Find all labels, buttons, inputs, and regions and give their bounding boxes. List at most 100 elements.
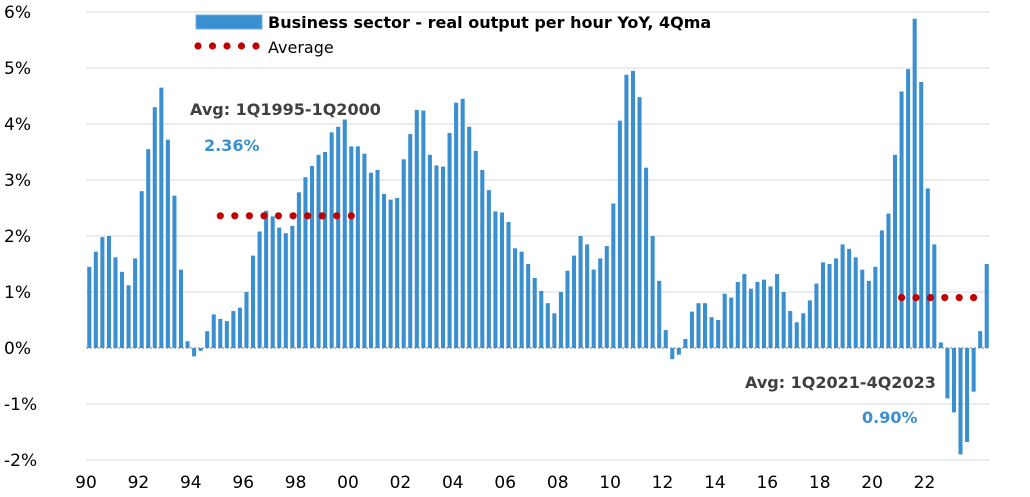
bar [814,283,819,348]
bar [486,190,491,348]
bar [408,134,413,348]
average-dot [260,212,268,220]
bar [565,270,570,348]
average-dot [216,212,224,220]
bar [336,126,341,348]
bar [971,348,976,392]
bar [965,348,970,443]
x-tick-label: 96 [232,473,254,493]
x-tick-label: 06 [494,473,516,493]
bar [224,321,229,348]
bar [519,251,524,348]
bar [93,251,98,348]
bar [906,69,911,349]
bar [742,274,747,348]
bar [87,266,92,348]
average-dot [333,212,341,220]
bar [801,313,806,348]
average-dot [926,294,935,302]
bar [185,341,190,348]
x-tick-label: 20 [861,473,883,493]
bar [650,236,655,348]
bar [277,227,282,348]
bar [873,266,878,348]
bar [283,233,288,348]
legend-label-average: Average [268,38,334,57]
x-tick-label: 94 [180,473,202,493]
x-tick-label: 12 [652,473,674,493]
bar [513,248,518,348]
bar [703,303,708,348]
bar [637,97,642,349]
bar [545,303,550,348]
bar [578,236,583,348]
bar [899,91,904,349]
bar [840,244,845,348]
bar [309,166,315,348]
bar [945,348,950,399]
legend-average-dot [223,42,231,50]
bar [100,237,105,348]
legend-average-dot [208,42,217,50]
bar [493,211,498,348]
legend-average-swatch [194,42,260,50]
average-dot [318,212,326,220]
bar [925,188,930,348]
bar [663,330,668,348]
bar [440,166,446,348]
bar [820,262,825,348]
bar [395,197,400,348]
average-dot [304,212,312,220]
legend-average-dot [194,42,202,50]
x-tick-label: 08 [547,473,569,493]
x-tick-label: 14 [704,473,726,493]
bar [709,317,714,348]
bar [205,331,210,348]
y-tick-label: 4% [4,115,31,135]
average-markers [216,212,978,302]
bar [421,110,426,348]
bar [172,195,177,348]
bar [382,194,387,348]
bar [716,320,721,348]
x-tick-label: 04 [442,473,464,493]
bar [670,348,675,360]
bar [722,293,727,348]
y-tick-label: 0% [4,339,31,359]
bar [133,258,138,348]
bar [984,264,989,348]
bar [676,348,681,355]
bar [689,311,694,348]
bar [178,269,184,348]
bar [617,120,622,348]
bar [630,70,636,349]
bar [919,82,924,348]
average-dot [289,212,297,220]
bar [146,149,151,348]
bar [552,313,557,348]
bar-series [87,18,989,455]
x-tick-label: 16 [756,473,778,493]
bar [847,248,852,348]
bar [591,269,596,348]
bar [729,297,734,348]
average-annotation-value-2021-2023: 0.90% [862,408,918,427]
bar [198,348,203,351]
legend-bar-swatch [195,14,263,30]
bar [414,110,419,348]
bar [644,167,649,348]
bar [761,279,767,348]
bar [106,236,111,348]
bar [211,314,216,348]
y-tick-label: 6% [4,3,31,23]
y-tick-label: 5% [4,59,31,79]
bar [506,222,511,348]
x-tick-label: 22 [914,473,936,493]
y-tick-label: -2% [4,451,37,471]
bar [951,348,956,413]
x-tick-label: 10 [599,473,621,493]
bar [120,271,125,348]
bar [447,132,452,348]
bar [192,348,197,357]
bar [349,146,354,348]
